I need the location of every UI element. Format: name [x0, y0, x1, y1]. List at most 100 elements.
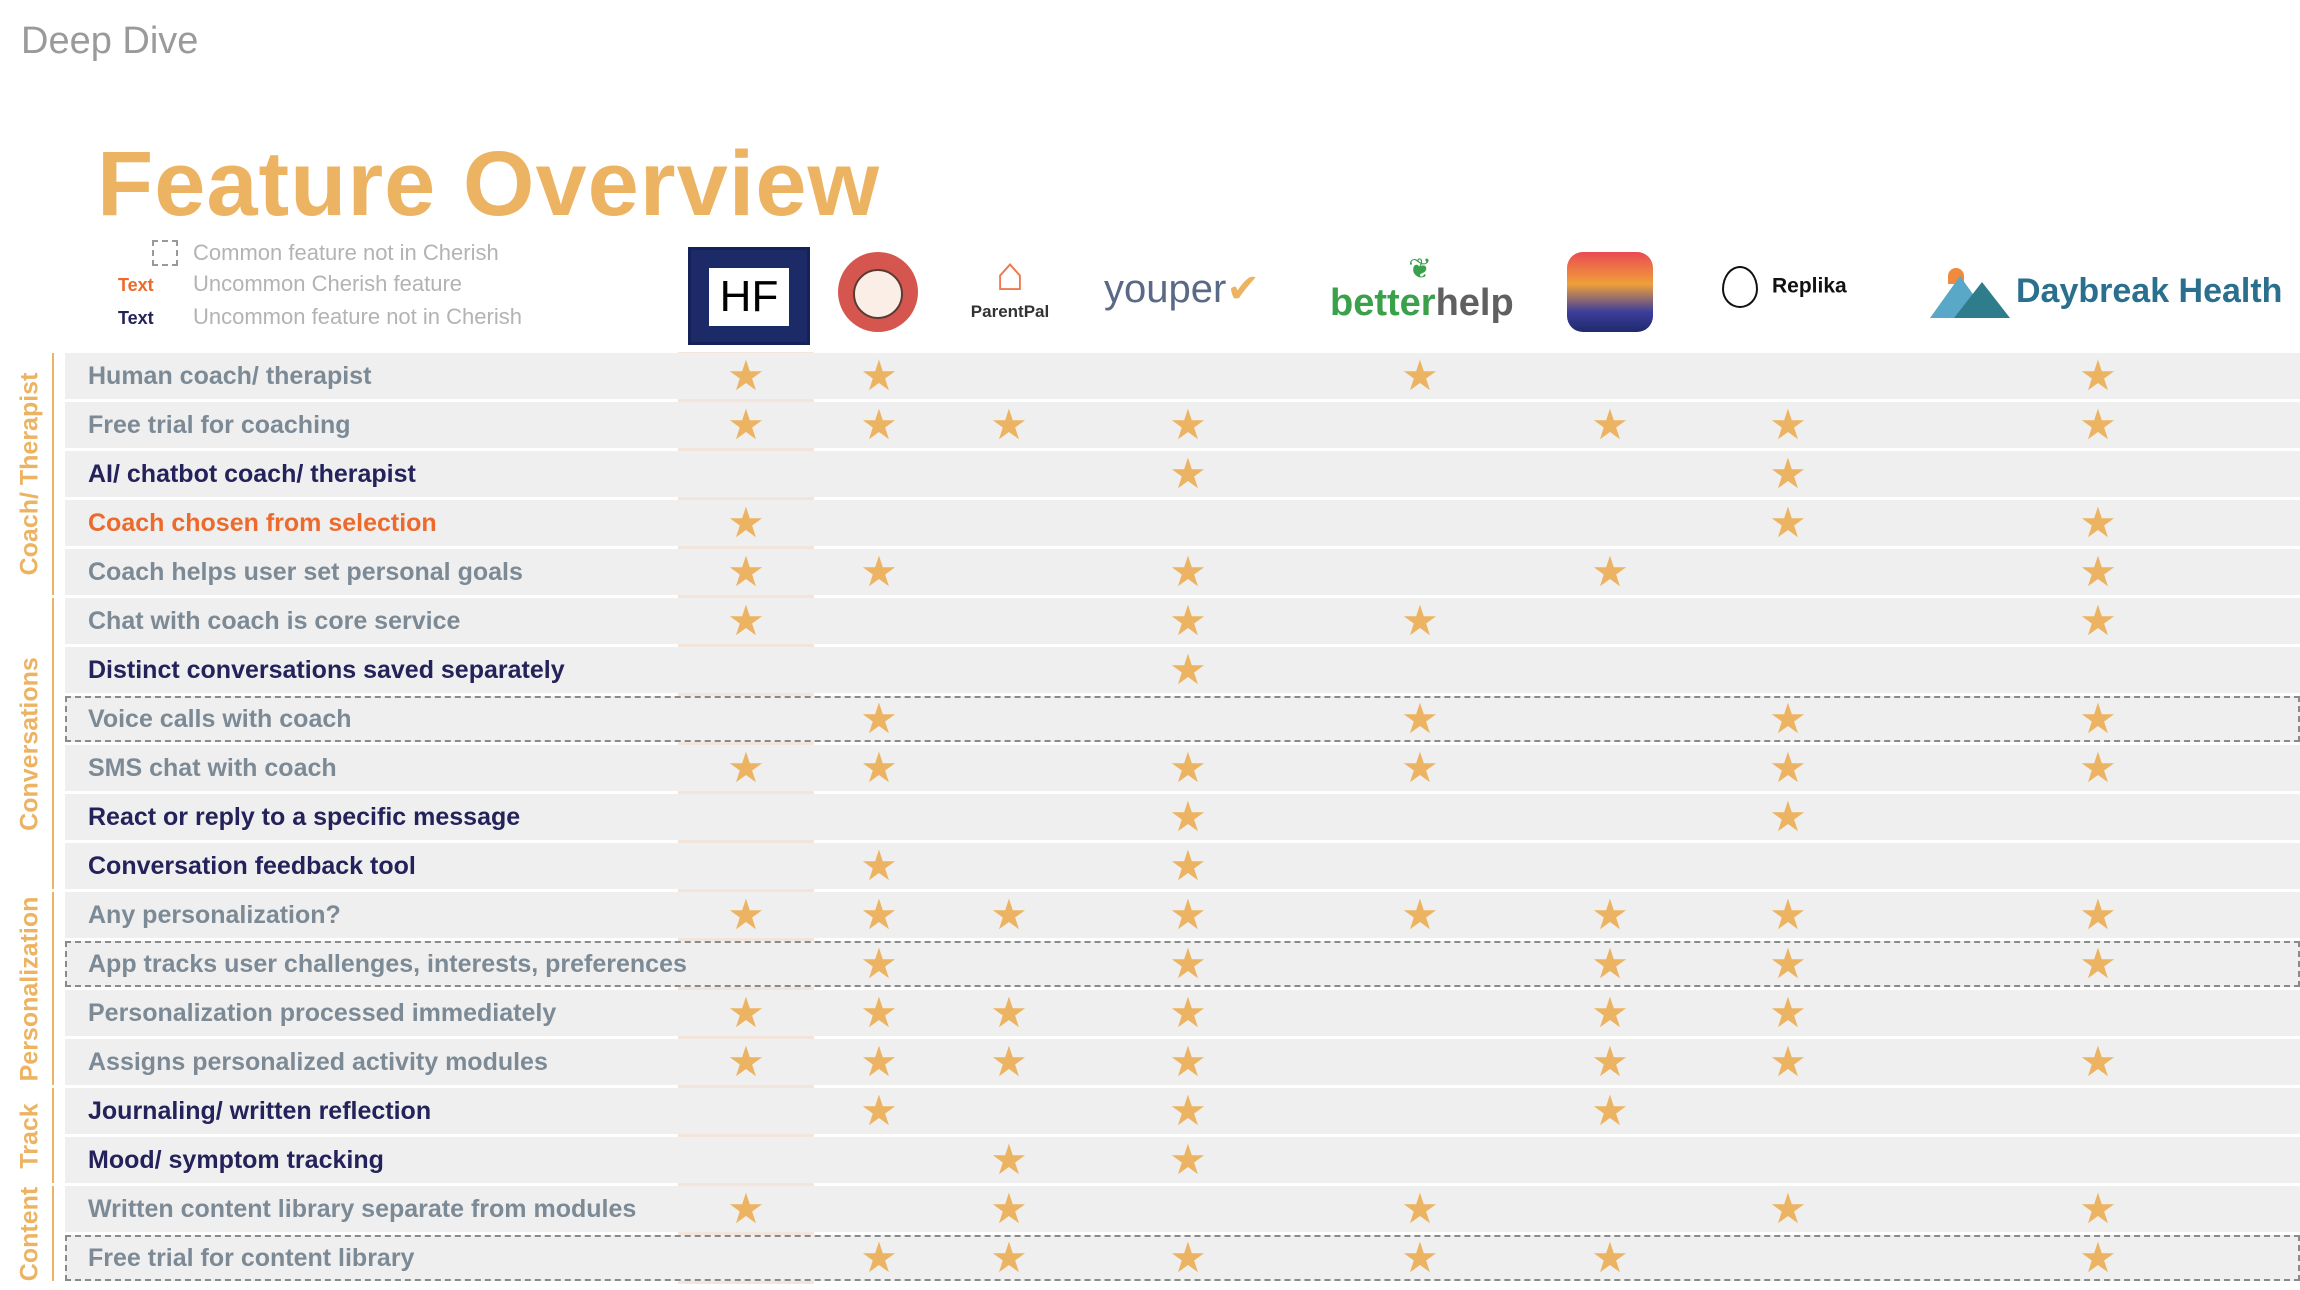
feature-label: Human coach/ therapist	[88, 362, 372, 390]
star-icon: ★	[1401, 352, 1439, 399]
table-row	[65, 941, 2300, 987]
table-row	[65, 353, 2300, 399]
star-icon: ★	[860, 1038, 898, 1085]
star-icon: ★	[860, 352, 898, 399]
star-icon: ★	[1591, 1038, 1629, 1085]
star-icon: ★	[2079, 744, 2117, 791]
star-icon: ★	[1591, 891, 1629, 938]
star-icon: ★	[1169, 1234, 1207, 1281]
legend-text: Uncommon feature not in Cherish	[193, 304, 522, 329]
feature-label: Conversation feedback tool	[88, 852, 416, 880]
star-icon: ★	[727, 891, 765, 938]
youper-name: youper	[1104, 267, 1227, 311]
category-group: Conversations	[0, 598, 60, 889]
table-row	[65, 1088, 2300, 1134]
house-icon: ⌂	[995, 248, 1025, 301]
star-icon: ★	[727, 1038, 765, 1085]
category-label: Coach/ Therapist	[15, 372, 44, 576]
parentpal-name: ParentPal	[970, 302, 1050, 321]
feature-label: React or reply to a specific message	[88, 803, 521, 831]
star-icon: ★	[1401, 695, 1439, 742]
replika-logo: Replika	[1722, 266, 1847, 308]
star-icon: ★	[860, 1234, 898, 1281]
app-icon	[1567, 252, 1653, 332]
table-row	[65, 794, 2300, 840]
star-icon: ★	[727, 499, 765, 546]
category-group: Personalization	[0, 892, 60, 1085]
star-icon: ★	[1591, 940, 1629, 987]
daybreak-logo: Daybreak Health	[1930, 268, 2282, 318]
betterhelp-name-b: help	[1435, 282, 1514, 324]
star-icon: ★	[860, 842, 898, 889]
star-icon: ★	[1769, 401, 1807, 448]
feature-label: Coach helps user set personal goals	[88, 558, 523, 586]
replika-name: Replika	[1772, 274, 1847, 298]
egg-icon	[1722, 266, 1758, 308]
star-icon: ★	[1591, 1234, 1629, 1281]
star-icon: ★	[1169, 646, 1207, 693]
star-icon: ★	[1401, 1185, 1439, 1232]
star-icon: ★	[990, 1234, 1028, 1281]
legend-item-uncommon-not-cherish: Text Uncommon feature not in Cherish	[118, 304, 638, 336]
star-icon: ★	[1169, 793, 1207, 840]
table-row	[65, 549, 2300, 595]
star-icon: ★	[1769, 940, 1807, 987]
star-icon: ★	[2079, 695, 2117, 742]
feature-label: Mood/ symptom tracking	[88, 1146, 384, 1174]
star-icon: ★	[1169, 597, 1207, 644]
table-row	[65, 696, 2300, 742]
star-icon: ★	[990, 1136, 1028, 1183]
star-icon: ★	[1769, 989, 1807, 1036]
table-row	[65, 843, 2300, 889]
table-row	[65, 1039, 2300, 1085]
star-icon: ★	[1769, 793, 1807, 840]
category-label: Track	[15, 1102, 44, 1169]
category-bar	[52, 598, 54, 889]
feature-label: Any personalization?	[88, 901, 341, 929]
table-row	[65, 745, 2300, 791]
category-bar	[52, 353, 54, 595]
star-icon: ★	[1769, 1038, 1807, 1085]
star-icon: ★	[727, 352, 765, 399]
star-icon: ★	[1169, 401, 1207, 448]
table-row	[65, 990, 2300, 1036]
table-row	[65, 1186, 2300, 1232]
star-icon: ★	[1169, 548, 1207, 595]
star-icon: ★	[727, 548, 765, 595]
star-icon: ★	[727, 744, 765, 791]
star-icon: ★	[1169, 450, 1207, 497]
star-icon: ★	[1591, 548, 1629, 595]
star-icon: ★	[1169, 744, 1207, 791]
star-icon: ★	[1769, 450, 1807, 497]
category-label: Personalization	[15, 896, 44, 1081]
feature-label: SMS chat with coach	[88, 754, 337, 782]
table-row	[65, 647, 2300, 693]
star-icon: ★	[1169, 842, 1207, 889]
feature-label: Chat with coach is core service	[88, 607, 461, 635]
mountain-icon	[1930, 268, 2010, 318]
star-icon: ★	[1169, 1087, 1207, 1134]
feature-label: Free trial for content library	[88, 1244, 415, 1272]
category-group: Coach/ Therapist	[0, 353, 60, 595]
feature-label: Assigns personalized activity modules	[88, 1048, 548, 1076]
star-icon: ★	[1169, 1136, 1207, 1183]
parentpal-logo: ⌂ ParentPal	[960, 248, 1060, 338]
star-icon: ★	[1769, 891, 1807, 938]
deck-title: Deep Dive	[21, 20, 199, 62]
star-icon: ★	[860, 695, 898, 742]
betterhelp-logo: ❦ betterhelp	[1330, 255, 1514, 324]
star-icon: ★	[860, 940, 898, 987]
star-icon: ★	[2079, 1234, 2117, 1281]
legend-item-common: Common feature not in Cherish	[118, 240, 638, 272]
star-icon: ★	[990, 989, 1028, 1036]
category-bar	[52, 1186, 54, 1281]
star-icon: ★	[860, 548, 898, 595]
category-bar	[52, 892, 54, 1085]
table-row	[65, 1137, 2300, 1183]
star-icon: ★	[2079, 352, 2117, 399]
legend-text: Common feature not in Cherish	[193, 240, 499, 265]
feature-label: App tracks user challenges, interests, p…	[88, 950, 687, 978]
legend: Common feature not in Cherish Text Uncom…	[118, 240, 638, 340]
legend-swatch-orange: Text	[118, 275, 154, 295]
category-bar	[52, 1088, 54, 1183]
